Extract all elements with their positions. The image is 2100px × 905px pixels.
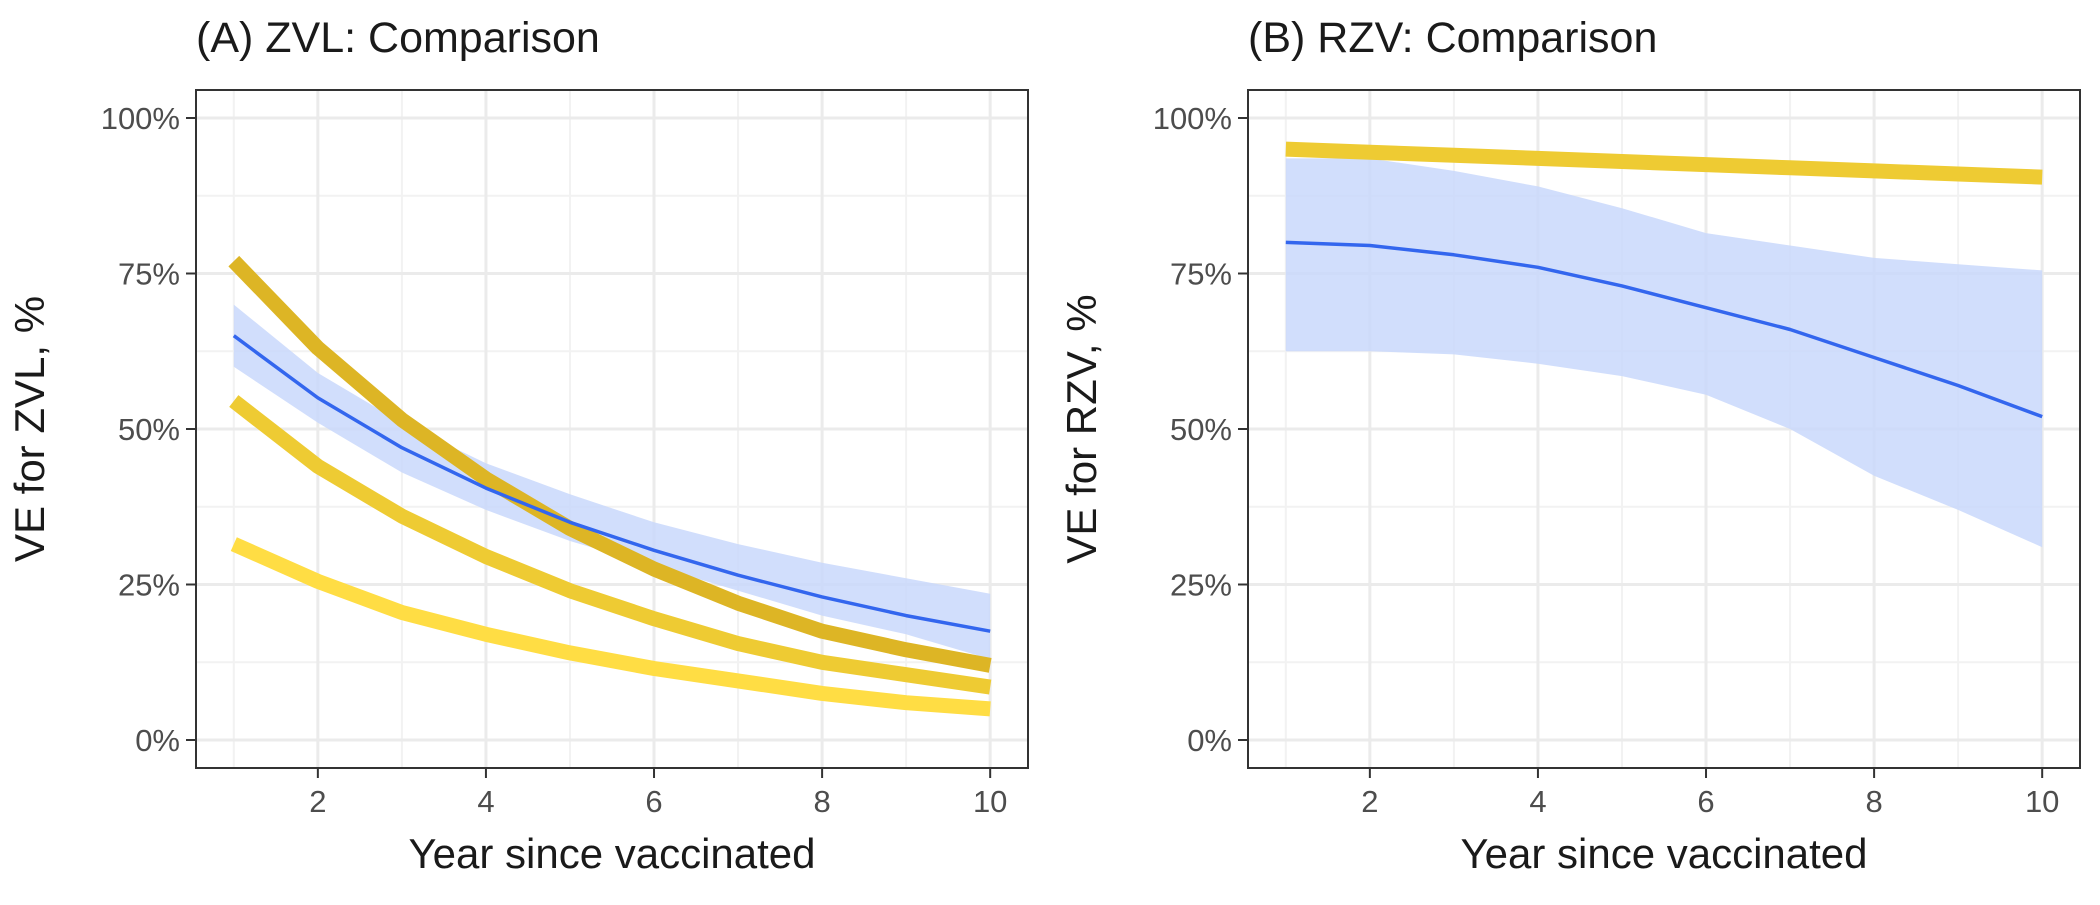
series-line-1: [229, 395, 992, 695]
x-tick-label: 2: [1361, 784, 1378, 819]
y-tick-label: 75%: [1170, 256, 1232, 291]
series-line-1: [1285, 240, 2043, 419]
x-tick-label: 2: [309, 784, 326, 819]
confidence-band: [1285, 158, 2043, 548]
y-tick-label: 0%: [135, 723, 180, 758]
y-axis-label: VE for ZVL, %: [6, 296, 53, 562]
series-line-3: [232, 334, 991, 633]
chart-title: (B) RZV: Comparison: [1248, 14, 1657, 62]
x-tick-label: 4: [1529, 784, 1546, 819]
x-tick-label: 10: [2025, 784, 2059, 819]
y-tick-label: 100%: [101, 101, 180, 136]
y-tick-label: 75%: [118, 256, 180, 291]
y-axis-label: VE for RZV, %: [1058, 294, 1105, 563]
y-tick-label: 50%: [118, 412, 180, 447]
panel-b: 0% 25% 50% 75% 100% 2 4 6 8 10 (B) RZV: Comparison…: [1058, 14, 2081, 877]
y-tick-label: 0%: [1187, 723, 1232, 758]
x-tick-label: 4: [477, 784, 494, 819]
confidence-band: [233, 304, 991, 660]
x-tick-label: 6: [1697, 784, 1714, 819]
x-tick-label: 10: [973, 784, 1007, 819]
y-tick-label: 25%: [1170, 568, 1232, 603]
x-tick-label: 8: [1865, 784, 1882, 819]
x-axis-label: Year since vaccinated: [408, 830, 815, 877]
panel-a: 0% 25% 50% 75% 100% 2 4 6 8 10 (A) ZVL: Comparison…: [6, 14, 1029, 877]
series-line-0: [1285, 141, 2043, 185]
y-tick-label: 50%: [1170, 412, 1232, 447]
y-tick-label: 100%: [1153, 101, 1232, 136]
x-tick-label: 6: [645, 784, 662, 819]
chart-title: (A) ZVL: Comparison: [196, 14, 600, 62]
series-line-2: [228, 255, 992, 673]
series-line-0: [230, 537, 991, 717]
x-tick-label: 8: [813, 784, 830, 819]
x-axis-label: Year since vaccinated: [1460, 830, 1867, 877]
y-tick-label: 25%: [118, 568, 180, 603]
